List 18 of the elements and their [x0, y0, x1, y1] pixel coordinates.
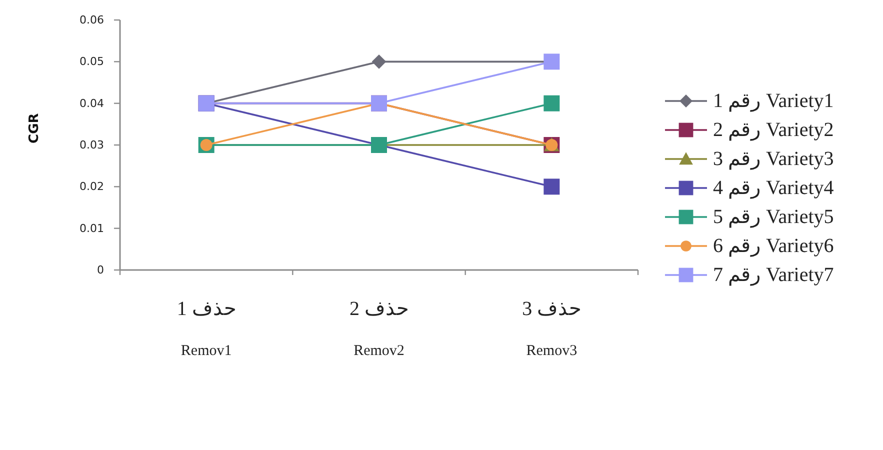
y-tick-label: 0.06: [80, 14, 104, 26]
legend-label: رقم 2 Variety2: [713, 119, 834, 141]
y-axis-title: CGR: [27, 113, 42, 144]
y-tick-label: 0.05: [80, 55, 104, 68]
legend-label: رقم 4 Variety4: [713, 177, 834, 199]
legend-label: رقم 7 Variety7: [713, 264, 834, 286]
point: [544, 178, 560, 195]
point: [544, 95, 560, 112]
point: [372, 54, 386, 69]
y-tick-label: 0.04: [80, 96, 104, 110]
y-tick-label: 0.02: [80, 180, 104, 194]
legend-label: رقم 5 Variety5: [713, 206, 834, 228]
legend-label: رقم 6 Variety6: [713, 235, 834, 257]
y-tick-label: 0: [97, 264, 104, 276]
y-tick-label: 0.01: [80, 222, 104, 235]
legend-label: رقم 1 Variety1: [713, 90, 834, 112]
legend-label: رقم 3 Variety3: [713, 148, 834, 170]
y-tick-label: 0.03: [80, 138, 104, 152]
